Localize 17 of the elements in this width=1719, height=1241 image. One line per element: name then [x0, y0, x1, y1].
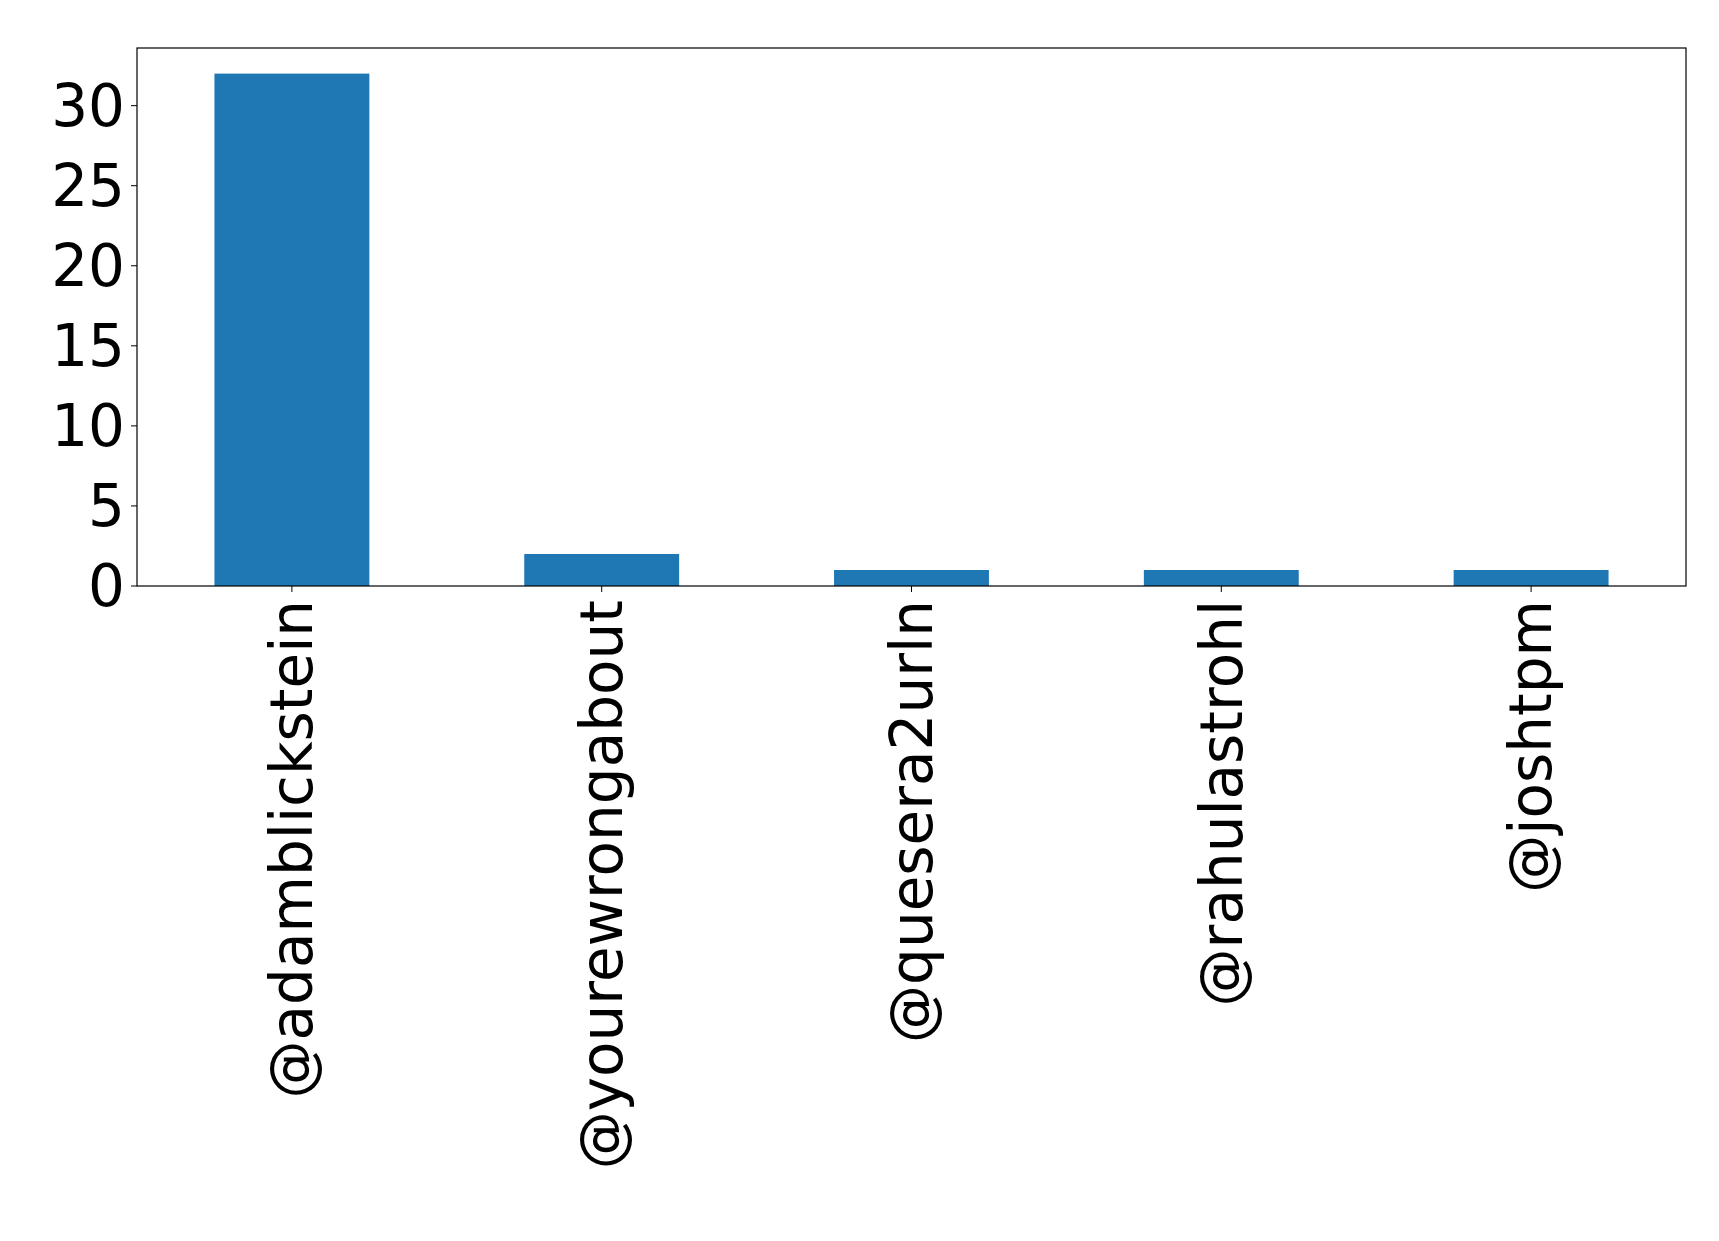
- y-tick-label: 30: [51, 71, 125, 140]
- x-tick-label: @adamblickstein: [258, 600, 327, 1099]
- bar: [834, 569, 989, 586]
- x-tick-label: @rahulastrohl: [1187, 600, 1256, 1007]
- x-tick-label: @joshtpm: [1497, 600, 1566, 893]
- bar: [524, 553, 680, 586]
- y-tick-label: 0: [88, 552, 125, 621]
- x-tick-label: @yourewrongabout: [568, 600, 636, 1170]
- y-tick-label: 20: [51, 232, 125, 301]
- y-tick-label: 25: [51, 152, 125, 220]
- y-tick-label: 5: [88, 472, 125, 541]
- bar: [1143, 569, 1299, 586]
- y-tick-label: 10: [51, 392, 125, 461]
- bar: [1453, 569, 1609, 586]
- bar: [214, 73, 370, 586]
- x-tick-label: @quesera2urln: [877, 600, 946, 1043]
- y-tick-label: 15: [51, 312, 125, 381]
